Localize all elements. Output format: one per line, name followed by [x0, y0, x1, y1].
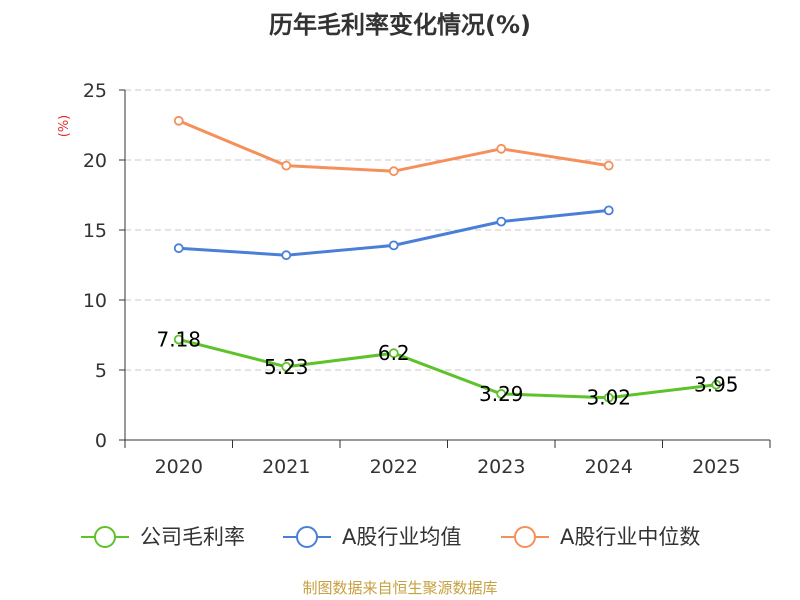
y-tick-label: 10 [83, 290, 107, 312]
legend-item-0: 公司毛利率 [81, 525, 245, 549]
y-axis-label: (%) [57, 115, 72, 138]
chart-title: 历年毛利率变化情况(%) [269, 11, 531, 39]
legend-swatch-marker [296, 526, 318, 548]
x-tick-label: 2022 [370, 456, 418, 478]
x-tick-label: 2025 [692, 456, 740, 478]
data-point [281, 250, 292, 261]
legend-item-1: A股行业均值 [283, 525, 461, 549]
data-label: 3.29 [479, 382, 524, 406]
source-footer: 制图数据来自恒生聚源数据库 [302, 579, 497, 597]
legend-item-2: A股行业中位数 [501, 525, 700, 549]
data-label: 7.18 [156, 327, 201, 351]
data-point [173, 243, 184, 254]
legend-swatch-marker [94, 526, 116, 548]
y-tick-label: 5 [95, 360, 107, 382]
x-tick-label: 2021 [262, 456, 310, 478]
data-point [173, 115, 184, 126]
data-point [496, 143, 507, 154]
series-line [178, 338, 717, 400]
x-tick-label: 2020 [155, 456, 203, 478]
data-label: 5.23 [264, 355, 309, 379]
legend-label: A股行业中位数 [560, 525, 700, 549]
series-0 [173, 334, 722, 403]
data-label: 6.2 [378, 341, 410, 365]
y-tick-label: 20 [83, 150, 107, 172]
data-point [603, 392, 614, 403]
data-point [281, 160, 292, 171]
data-point [388, 240, 399, 251]
data-point [496, 216, 507, 227]
data-label: 3.95 [694, 373, 739, 397]
data-point [388, 166, 399, 177]
legend-label: A股行业均值 [342, 525, 461, 549]
y-tick-label: 15 [83, 220, 107, 242]
series-2 [173, 115, 614, 177]
x-tick-label: 2024 [585, 456, 633, 478]
data-point [603, 160, 614, 171]
series-layer [173, 115, 722, 403]
data-point [603, 205, 614, 216]
y-tick-label: 25 [83, 80, 107, 102]
legend: 公司毛利率 A股行业均值 A股行业中位数 [81, 525, 700, 549]
y-tick-label: 0 [95, 430, 107, 452]
gridlines [125, 89, 770, 371]
data-label: 3.02 [586, 386, 631, 410]
data-point [388, 348, 399, 359]
data-labels: 7.18 5.23 6.2 3.29 3.02 3.95 [156, 327, 738, 409]
data-point [711, 379, 722, 390]
data-point [173, 334, 184, 345]
data-point [496, 389, 507, 399]
data-point [281, 361, 292, 372]
series-line [178, 119, 609, 173]
legend-label: 公司毛利率 [140, 525, 245, 549]
series-1 [173, 205, 614, 261]
x-tick-label: 2023 [477, 456, 525, 478]
legend-swatch-marker [514, 526, 536, 548]
